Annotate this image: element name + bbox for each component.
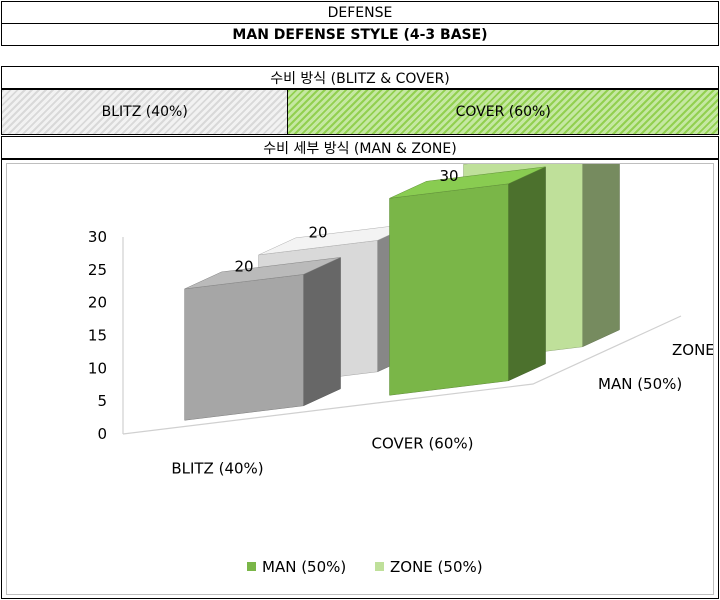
y-tick-labels: 0 5 10 15 20 25 30	[88, 228, 107, 443]
chart-container: 0 5 10 15 20 25 30 20 30 20 30 BLITZ (40%) COVER (6…	[1, 132, 720, 599]
chart-axes	[122, 237, 682, 435]
y-tick-label: 0	[97, 425, 107, 443]
bar-side	[582, 132, 620, 348]
floor-edge	[122, 315, 682, 435]
bar-front	[389, 183, 509, 396]
chart-bars	[184, 132, 620, 421]
data-label: 20	[234, 258, 253, 276]
z-category-label: MAN (50%)	[598, 375, 682, 393]
bar-top	[389, 166, 546, 199]
legend-label: MAN (50%)	[262, 558, 346, 576]
page-subtitle: MAN DEFENSE STYLE (4-3 BASE)	[1, 23, 719, 46]
chart-legend: MAN (50%) ZONE (50%)	[247, 558, 483, 576]
data-label: 30	[439, 167, 458, 185]
bar-0-0	[184, 257, 341, 421]
y-tick-label: 5	[97, 392, 107, 410]
scheme-split-bar: BLITZ (40%) COVER (60%)	[1, 89, 719, 135]
bar-top	[184, 257, 341, 290]
bar-side	[508, 166, 546, 382]
y-tick-label: 25	[88, 261, 107, 279]
scheme-title: 수비 방식 (BLITZ & COVER)	[1, 66, 719, 89]
bar-front	[184, 274, 304, 421]
data-label: 20	[308, 224, 327, 242]
page-title: DEFENSE	[1, 1, 719, 24]
bar-side	[303, 257, 341, 407]
chart-area: 0 5 10 15 20 25 30 20 30 20 30 BLITZ (40%) COVER (6…	[6, 132, 720, 595]
x-category-label: COVER (60%)	[372, 435, 474, 453]
y-tick-label: 20	[88, 294, 107, 312]
y-tick-label: 10	[88, 359, 107, 377]
bar-1-0	[389, 166, 546, 396]
legend-swatch	[375, 562, 384, 571]
x-category-label: BLITZ (40%)	[171, 460, 263, 478]
z-category-label: ZONE (50%)	[672, 341, 713, 359]
cover-segment: COVER (60%)	[288, 90, 718, 134]
legend-swatch	[247, 562, 256, 571]
blitz-segment: BLITZ (40%)	[2, 90, 289, 134]
detail-title: 수비 세부 방식 (MAN & ZONE)	[1, 136, 719, 159]
bar-chart-3d: 0 5 10 15 20 25 30 20 30 20 30 BLITZ (40%) COVER (6…	[88, 132, 720, 576]
legend-label: ZONE (50%)	[390, 558, 483, 576]
y-tick-label: 30	[88, 228, 107, 246]
y-tick-label: 15	[88, 327, 107, 345]
